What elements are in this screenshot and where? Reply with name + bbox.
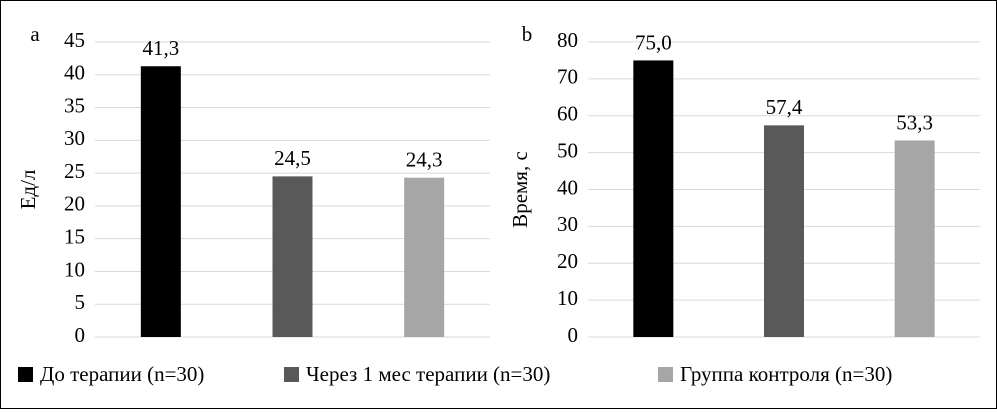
legend-label: Через 1 мес терапии (n=30) bbox=[306, 362, 550, 386]
bar bbox=[140, 66, 181, 337]
y-tick-label: 10 bbox=[64, 257, 85, 281]
y-tick-label: 25 bbox=[64, 159, 85, 183]
y-tick-label: 30 bbox=[64, 126, 85, 150]
y-tick-label: 30 bbox=[557, 212, 578, 236]
data-label: 41,3 bbox=[142, 36, 179, 60]
y-axis-title: Время, с bbox=[508, 151, 532, 228]
y-tick-label: 70 bbox=[557, 65, 578, 89]
y-tick-label: 50 bbox=[557, 138, 578, 162]
legend-label: До терапии (n=30) bbox=[40, 362, 204, 386]
data-label: 53,3 bbox=[896, 110, 933, 134]
data-label: 57,4 bbox=[766, 95, 803, 119]
data-label: 24,3 bbox=[406, 148, 443, 172]
y-tick-label: 80 bbox=[557, 28, 578, 52]
y-axis-title: Ед/л bbox=[16, 170, 40, 210]
y-tick-label: 60 bbox=[557, 102, 578, 126]
y-tick-label: 20 bbox=[557, 249, 578, 273]
bar bbox=[272, 176, 313, 337]
panel-label: a bbox=[30, 22, 40, 46]
data-label: 75,0 bbox=[635, 30, 672, 54]
y-tick-label: 0 bbox=[568, 323, 579, 347]
legend-swatch bbox=[284, 367, 299, 382]
legend-swatch bbox=[18, 367, 33, 382]
y-tick-label: 40 bbox=[557, 175, 578, 199]
y-tick-label: 15 bbox=[64, 224, 85, 248]
y-tick-label: 45 bbox=[64, 28, 85, 52]
y-tick-label: 35 bbox=[64, 93, 85, 117]
bar bbox=[404, 177, 445, 337]
legend-label: Группа контроля (n=30) bbox=[680, 362, 892, 386]
bar bbox=[894, 140, 935, 337]
bar bbox=[633, 60, 674, 337]
data-label: 24,5 bbox=[274, 146, 311, 170]
panel-label: b bbox=[522, 22, 533, 46]
y-tick-label: 20 bbox=[64, 192, 85, 216]
bar bbox=[764, 125, 804, 338]
y-tick-label: 10 bbox=[557, 286, 578, 310]
y-tick-label: 40 bbox=[64, 61, 85, 85]
y-tick-label: 0 bbox=[75, 323, 86, 347]
y-tick-label: 5 bbox=[75, 290, 86, 314]
legend-swatch bbox=[658, 367, 673, 382]
